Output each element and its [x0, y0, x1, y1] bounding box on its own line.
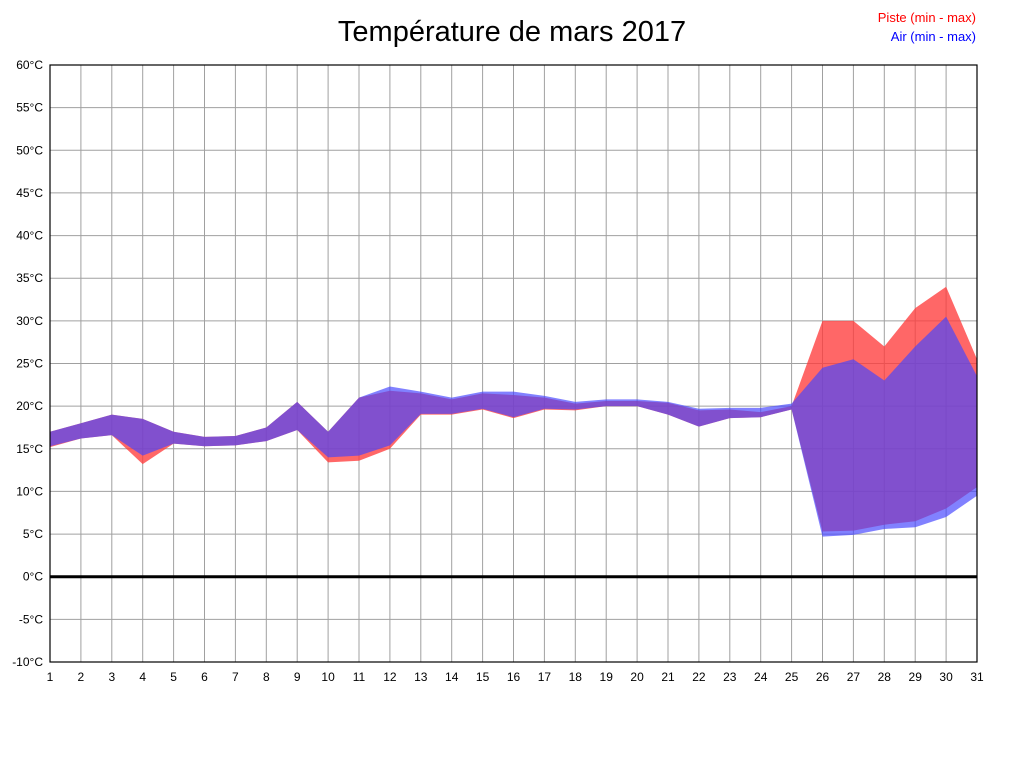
- y-axis-tick-label: 45°C: [16, 186, 43, 200]
- x-axis-tick-label: 31: [970, 670, 984, 684]
- x-axis-tick-label: 20: [630, 670, 644, 684]
- legend-piste-label: Piste (min - max): [877, 10, 976, 25]
- x-axis-tick-label: 9: [294, 670, 301, 684]
- x-axis-tick-label: 22: [692, 670, 706, 684]
- y-axis-tick-label: 55°C: [16, 101, 43, 115]
- x-axis-tick-label: 14: [445, 670, 459, 684]
- x-axis-tick-label: 1: [47, 670, 54, 684]
- x-axis-tick-label: 24: [754, 670, 768, 684]
- legend: Piste (min - max) Air (min - max): [878, 8, 976, 46]
- air-band: [50, 316, 977, 537]
- x-axis-tick-label: 16: [507, 670, 521, 684]
- y-axis-tick-label: 10°C: [16, 484, 43, 498]
- x-axis-tick-label: 23: [723, 670, 737, 684]
- x-axis-tick-label: 17: [538, 670, 552, 684]
- x-axis-tick-label: 2: [78, 670, 85, 684]
- x-axis-tick-label: 11: [353, 670, 366, 684]
- x-axis-tick-label: 7: [232, 670, 239, 684]
- x-axis-tick-label: 15: [476, 670, 490, 684]
- x-axis-tick-label: 6: [201, 670, 208, 684]
- y-axis-tick-label: 25°C: [16, 357, 43, 371]
- x-axis-tick-label: 29: [909, 670, 923, 684]
- legend-air-label: Air (min - max): [890, 29, 976, 44]
- y-axis-tick-label: 30°C: [16, 314, 43, 328]
- x-axis-tick-label: 13: [414, 670, 428, 684]
- x-axis-tick-label: 18: [569, 670, 583, 684]
- x-axis-tick-label: 5: [170, 670, 177, 684]
- x-axis-tick-label: 27: [847, 670, 861, 684]
- x-axis-tick-label: 12: [383, 670, 397, 684]
- y-axis-tick-label: -10°C: [12, 655, 43, 669]
- y-axis-tick-label: 5°C: [23, 527, 43, 541]
- y-axis-tick-label: 60°C: [16, 58, 43, 72]
- y-axis-tick-label: -5°C: [19, 612, 43, 626]
- y-axis-tick-label: 0°C: [23, 570, 43, 584]
- x-axis-tick-label: 25: [785, 670, 799, 684]
- x-axis-tick-label: 19: [600, 670, 614, 684]
- y-axis-tick-label: 15°C: [16, 442, 43, 456]
- x-axis-tick-label: 21: [661, 670, 675, 684]
- x-axis-tick-label: 26: [816, 670, 830, 684]
- x-axis-tick-label: 4: [139, 670, 146, 684]
- x-axis-tick-label: 28: [878, 670, 892, 684]
- y-axis-tick-label: 50°C: [16, 143, 43, 157]
- y-axis-tick-label: 40°C: [16, 229, 43, 243]
- x-axis-tick-label: 30: [939, 670, 953, 684]
- y-axis-tick-label: 35°C: [16, 271, 43, 285]
- x-axis-tick-label: 3: [108, 670, 115, 684]
- x-axis-tick-label: 10: [321, 670, 335, 684]
- plot-border: [49, 64, 978, 663]
- y-axis-tick-label: 20°C: [16, 399, 43, 413]
- chart-title: Température de mars 2017: [337, 16, 687, 48]
- x-axis-tick-label: 8: [263, 670, 270, 684]
